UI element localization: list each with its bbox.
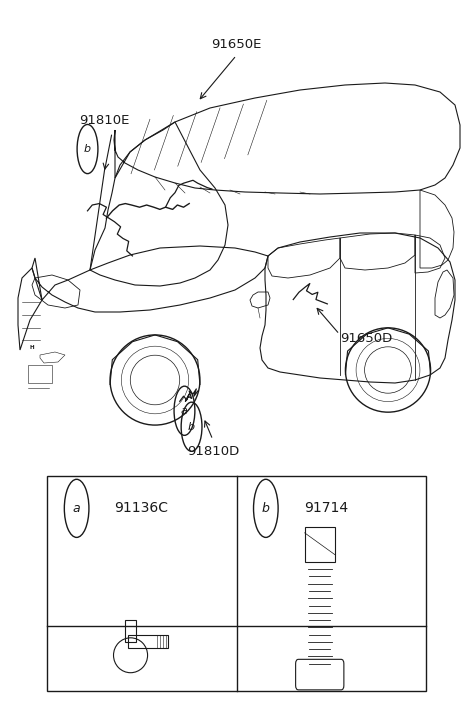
Text: 91810D: 91810D [187, 445, 239, 458]
Text: 91650D: 91650D [341, 332, 393, 345]
Text: b: b [84, 144, 91, 154]
Text: b: b [262, 502, 270, 515]
Text: H: H [30, 345, 35, 350]
Text: a: a [73, 502, 80, 515]
Text: 91650E: 91650E [211, 38, 262, 51]
Text: 91714: 91714 [304, 502, 348, 515]
Text: a: a [181, 406, 188, 416]
Text: b: b [188, 422, 195, 432]
Text: 91810E: 91810E [79, 114, 129, 127]
Text: 91136C: 91136C [114, 502, 168, 515]
